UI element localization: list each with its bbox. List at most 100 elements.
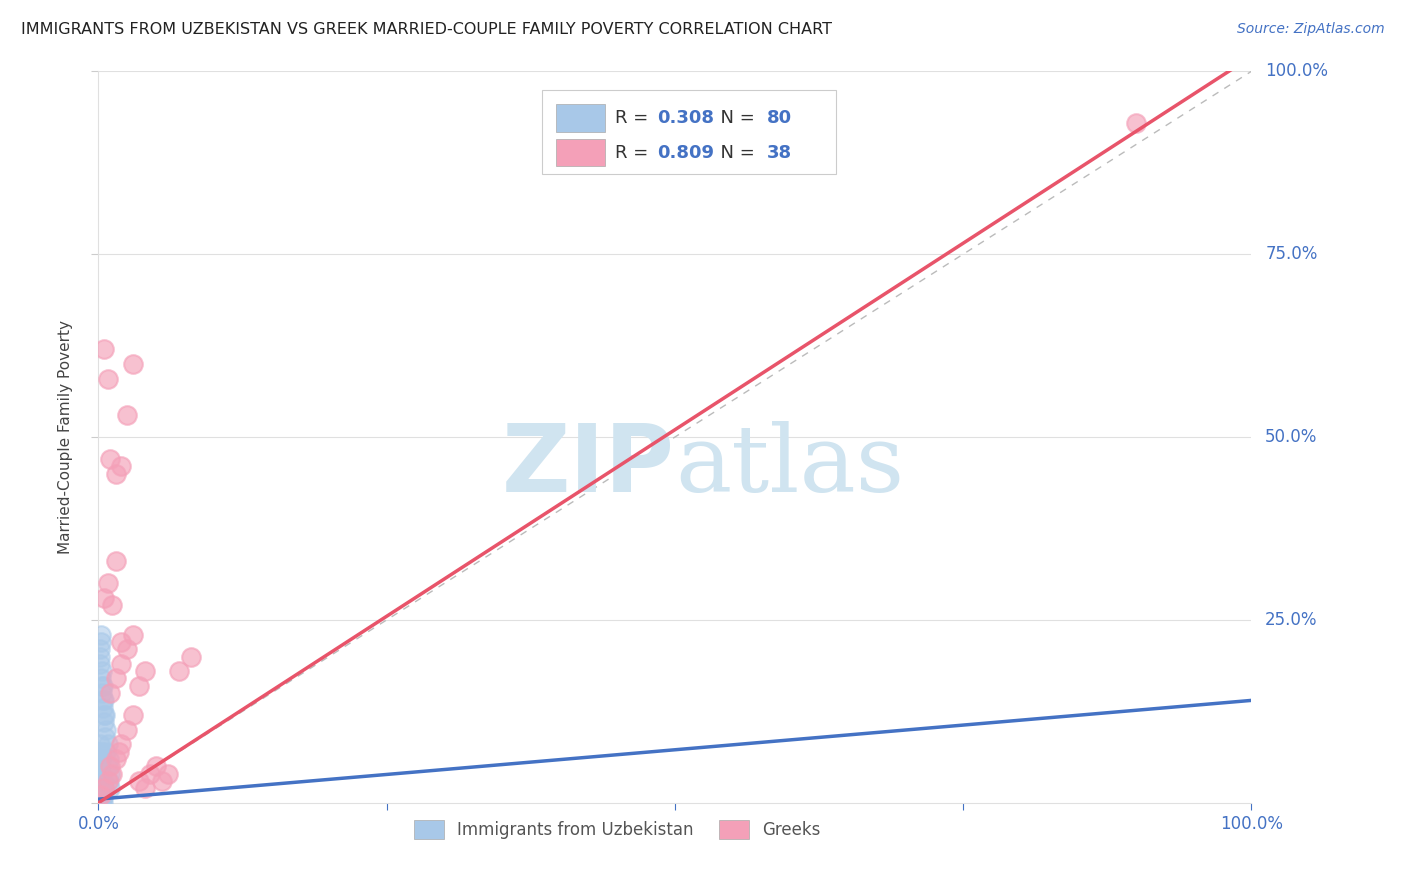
Point	[89, 796, 111, 810]
Point	[110, 737, 132, 751]
Point	[91, 781, 114, 796]
Point	[89, 657, 111, 671]
Point	[89, 789, 111, 803]
Point	[90, 789, 112, 803]
Point	[91, 796, 114, 810]
Point	[90, 672, 112, 686]
Point	[104, 467, 127, 481]
Text: 25.0%: 25.0%	[1265, 611, 1317, 629]
Point	[97, 737, 120, 751]
Point	[134, 781, 156, 796]
Point	[89, 789, 111, 803]
Text: 75.0%: 75.0%	[1265, 245, 1317, 263]
Point	[96, 745, 118, 759]
Point	[90, 759, 112, 773]
Point	[98, 781, 121, 796]
Legend: Immigrants from Uzbekistan, Greeks: Immigrants from Uzbekistan, Greeks	[408, 814, 827, 846]
FancyBboxPatch shape	[557, 104, 605, 132]
Point	[134, 664, 156, 678]
Point	[90, 796, 112, 810]
Point	[89, 789, 111, 803]
Point	[90, 745, 112, 759]
Point	[93, 708, 115, 723]
Point	[89, 773, 111, 788]
Point	[90, 789, 112, 803]
Point	[89, 796, 111, 810]
Point	[98, 686, 121, 700]
Point	[89, 796, 111, 810]
Point	[122, 627, 145, 641]
Point	[89, 796, 111, 810]
Point	[89, 745, 111, 759]
Point	[93, 781, 115, 796]
Point	[93, 781, 115, 796]
Point	[110, 657, 132, 671]
Point	[90, 752, 112, 766]
Point	[91, 700, 114, 714]
Point	[89, 737, 111, 751]
Point	[89, 796, 111, 810]
Point	[91, 693, 114, 707]
Point	[108, 745, 131, 759]
Point	[91, 679, 114, 693]
Point	[91, 773, 114, 788]
Point	[122, 708, 145, 723]
Point	[90, 773, 112, 788]
Text: 100.0%: 100.0%	[1265, 62, 1329, 80]
Point	[89, 759, 111, 773]
Point	[94, 730, 117, 744]
Text: Source: ZipAtlas.com: Source: ZipAtlas.com	[1237, 22, 1385, 37]
Text: 50.0%: 50.0%	[1265, 428, 1317, 446]
Point	[89, 789, 111, 803]
Point	[89, 649, 111, 664]
Point	[89, 796, 111, 810]
Point	[128, 679, 150, 693]
Point	[90, 796, 112, 810]
Point	[89, 781, 111, 796]
Point	[97, 773, 120, 788]
Point	[89, 796, 111, 810]
Point	[90, 781, 112, 796]
Point	[90, 635, 112, 649]
Point	[101, 766, 124, 780]
Point	[89, 766, 111, 780]
Point	[91, 789, 114, 803]
Point	[93, 789, 115, 803]
Point	[90, 766, 112, 780]
Point	[89, 752, 111, 766]
Point	[104, 554, 127, 568]
FancyBboxPatch shape	[557, 138, 605, 167]
Point	[97, 752, 120, 766]
Point	[89, 789, 111, 803]
Point	[145, 759, 167, 773]
Text: 38: 38	[768, 144, 792, 161]
Point	[89, 789, 111, 803]
Point	[128, 773, 150, 788]
Point	[89, 642, 111, 657]
Text: N =: N =	[710, 109, 761, 128]
Point	[89, 796, 111, 810]
Point	[90, 781, 112, 796]
Point	[150, 773, 173, 788]
Point	[97, 773, 120, 788]
Point	[89, 796, 111, 810]
Point	[101, 599, 124, 613]
Point	[97, 371, 120, 385]
Point	[93, 781, 115, 796]
Point	[93, 591, 115, 605]
Point	[90, 686, 112, 700]
Point	[89, 796, 111, 810]
Point	[90, 789, 112, 803]
Text: ZIP: ZIP	[502, 420, 675, 512]
Point	[96, 723, 118, 737]
Point	[1125, 115, 1147, 129]
Point	[156, 766, 179, 780]
Point	[93, 693, 115, 707]
Point	[90, 679, 112, 693]
Point	[90, 664, 112, 678]
Point	[91, 789, 114, 803]
FancyBboxPatch shape	[543, 90, 837, 174]
Text: IMMIGRANTS FROM UZBEKISTAN VS GREEK MARRIED-COUPLE FAMILY POVERTY CORRELATION CH: IMMIGRANTS FROM UZBEKISTAN VS GREEK MARR…	[21, 22, 832, 37]
Y-axis label: Married-Couple Family Poverty: Married-Couple Family Poverty	[58, 320, 73, 554]
Text: N =: N =	[710, 144, 761, 161]
